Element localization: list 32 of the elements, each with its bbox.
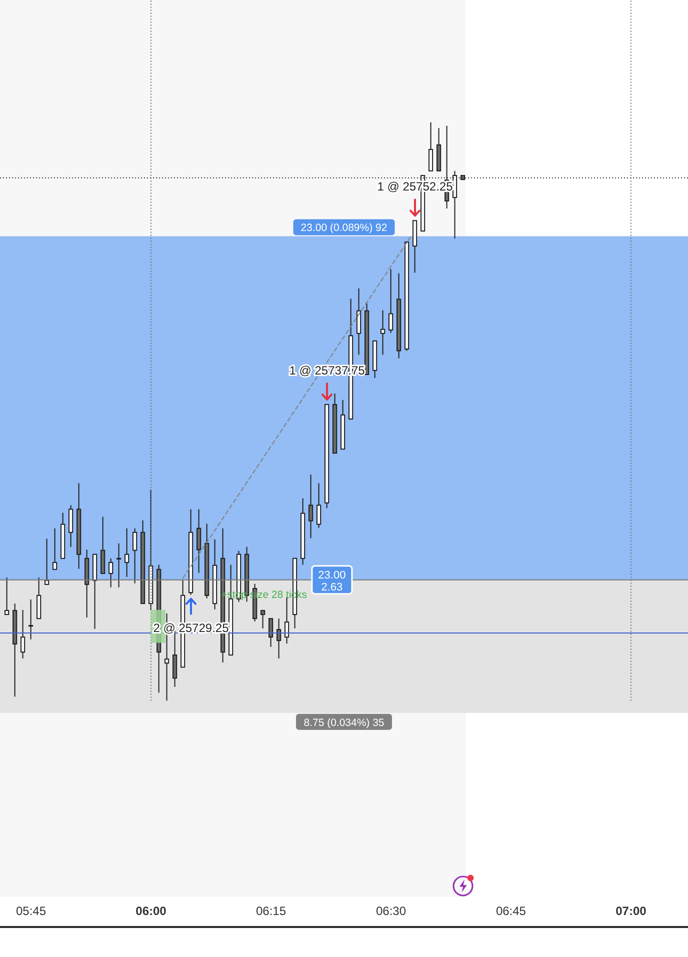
x-tick-label: 06:00 bbox=[136, 904, 167, 918]
candlestick bbox=[4, 577, 10, 616]
candlestick bbox=[44, 538, 50, 585]
x-tick-label: 05:45 bbox=[16, 904, 46, 918]
band-label: 8.75 (0.034%) 35 bbox=[304, 716, 384, 729]
candlestick bbox=[380, 310, 386, 356]
candlestick bbox=[100, 516, 106, 574]
candlestick bbox=[316, 482, 322, 528]
candlestick bbox=[276, 618, 282, 659]
candlestick bbox=[20, 609, 26, 659]
candlestick bbox=[428, 122, 434, 172]
x-tick-label: 06:15 bbox=[256, 904, 286, 918]
band-label: 23.00 (0.089%) 92 bbox=[300, 222, 388, 234]
candlestick bbox=[124, 528, 130, 578]
candlestick bbox=[28, 598, 34, 640]
annotation: 23.00 2.63 bbox=[318, 569, 346, 594]
candlestick bbox=[36, 577, 42, 620]
candlestick bbox=[108, 558, 114, 588]
candlestick bbox=[308, 474, 314, 539]
candlestick bbox=[356, 288, 362, 356]
x-tick-label: 07:00 bbox=[616, 904, 647, 918]
candlestick bbox=[268, 618, 274, 648]
candlestick bbox=[116, 542, 122, 588]
candlestick bbox=[52, 528, 58, 570]
x-tick-label: 06:30 bbox=[376, 904, 406, 918]
candlestick bbox=[260, 610, 266, 629]
x-tick-label: 06:45 bbox=[496, 904, 526, 918]
candlestick bbox=[196, 508, 202, 574]
candlestick bbox=[284, 596, 290, 644]
candlestick bbox=[132, 528, 138, 584]
candlestick bbox=[388, 268, 394, 334]
candlestick bbox=[68, 504, 74, 548]
